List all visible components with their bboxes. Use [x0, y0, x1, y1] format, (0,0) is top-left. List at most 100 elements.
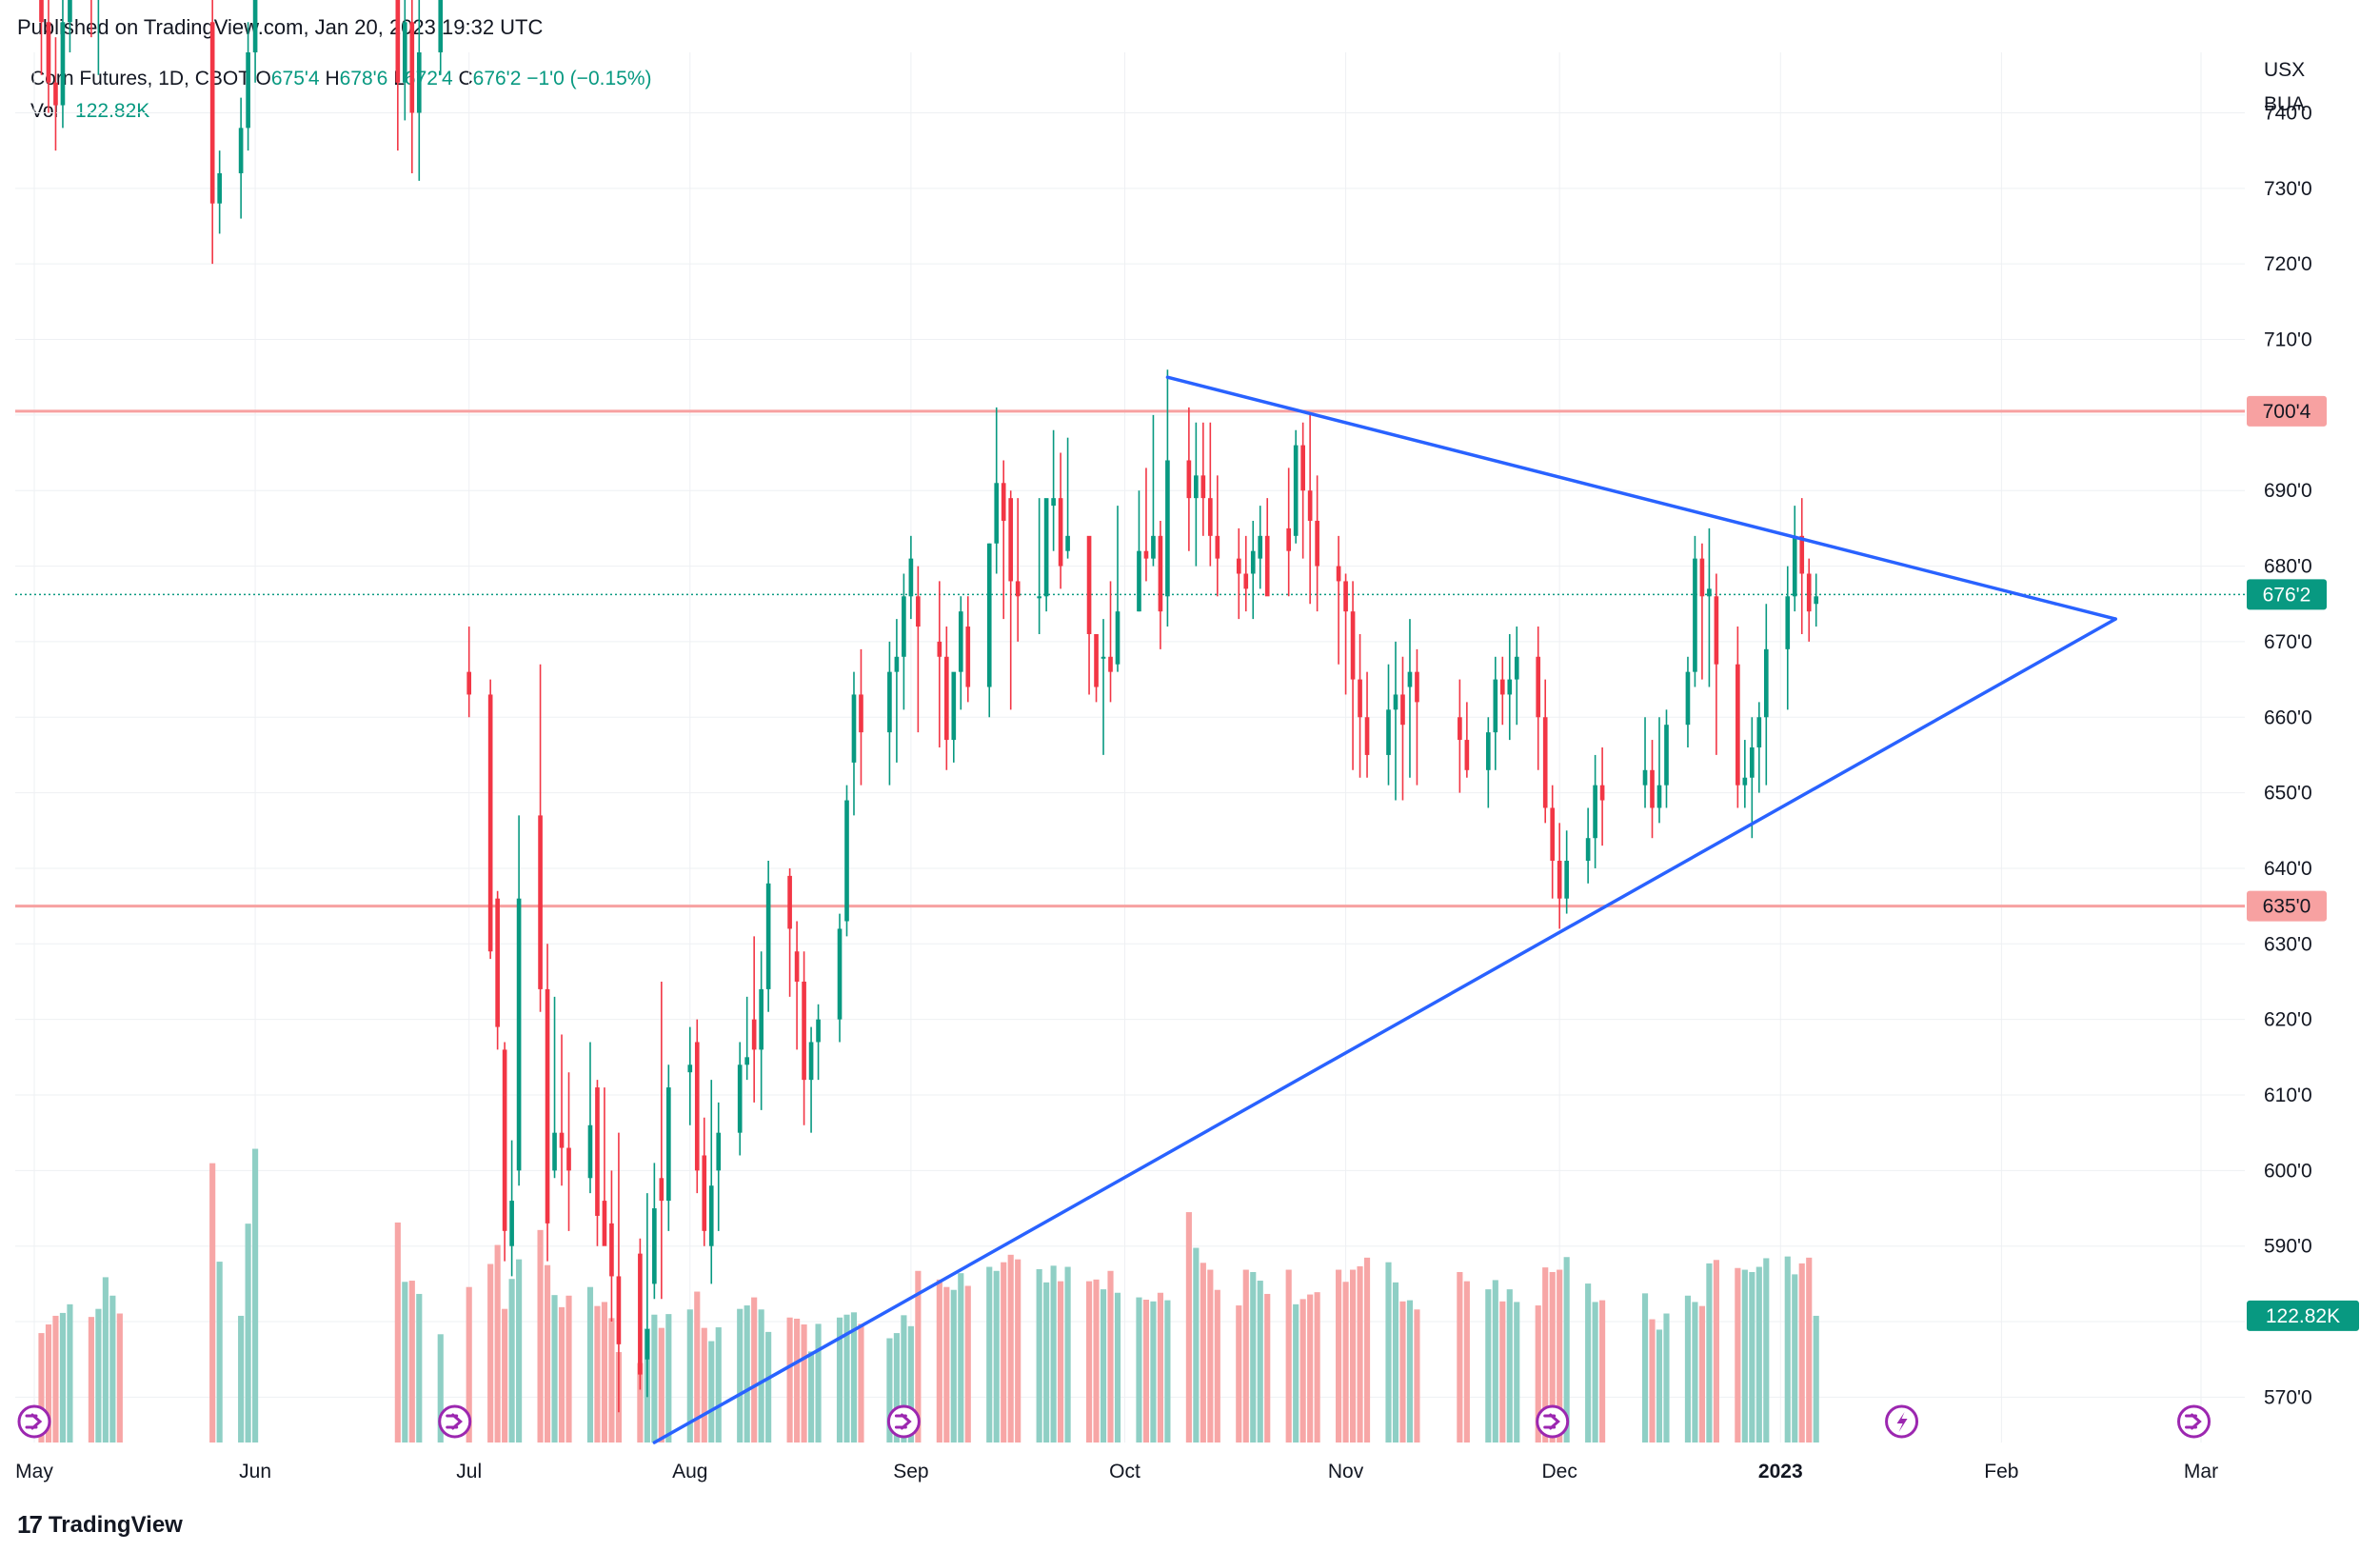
volume-bar — [1299, 1299, 1306, 1443]
volume-bar — [758, 1309, 764, 1443]
event-markers[interactable] — [17, 1404, 2211, 1439]
candle-body — [1364, 717, 1370, 755]
volume-bar — [836, 1317, 843, 1443]
candle-body — [466, 671, 472, 695]
tradingview-name: TradingView — [48, 1511, 183, 1538]
lightning-glyph — [1896, 1412, 1908, 1432]
x-tick-label: May — [15, 1461, 53, 1482]
candle-body — [1286, 527, 1292, 551]
candle-body — [837, 928, 843, 1020]
volume-bar — [1806, 1257, 1813, 1443]
candle-body — [1015, 581, 1021, 597]
candle-body — [1707, 588, 1712, 597]
candle-body — [765, 883, 771, 989]
candle-body — [751, 1019, 757, 1050]
candle-body — [1101, 656, 1106, 659]
y-tick-label: 710'0 — [2264, 329, 2312, 351]
candle-body — [1557, 861, 1562, 899]
event-marker-icon — [1885, 1404, 1919, 1439]
y-tick-label: 570'0 — [2264, 1386, 2312, 1408]
volume-bar — [1792, 1274, 1798, 1443]
candle-body — [1165, 460, 1170, 597]
candle-body — [1086, 535, 1092, 634]
high-value: 678'6 — [339, 68, 388, 90]
candle-body — [438, 0, 444, 52]
candle-body — [1350, 611, 1356, 680]
volume-bar — [1342, 1282, 1349, 1443]
y-tick-label: 640'0 — [2264, 858, 2312, 880]
volume-bar — [943, 1286, 950, 1443]
volume-bar — [1293, 1303, 1299, 1443]
candle-body — [694, 1042, 700, 1171]
volume-bar — [751, 1297, 758, 1443]
trendline — [1165, 375, 2117, 621]
candle-body — [487, 694, 493, 952]
volume-bar — [936, 1279, 942, 1443]
candle-body — [1315, 520, 1319, 567]
trendlines[interactable] — [652, 375, 2117, 1444]
candle-body — [559, 1132, 565, 1148]
volume-bar — [686, 1309, 693, 1443]
candle-body — [1514, 656, 1519, 680]
volume-bar — [708, 1341, 715, 1443]
candle-body — [1194, 475, 1199, 499]
volume-bar — [551, 1295, 558, 1443]
close-value: 676'2 — [472, 68, 522, 90]
volume-bar — [466, 1286, 472, 1443]
volume-bar — [1100, 1289, 1107, 1443]
candle-body — [545, 988, 550, 1224]
volume-bar — [850, 1312, 858, 1443]
event-marker-ring — [2177, 1404, 2211, 1439]
volume-bar — [1193, 1247, 1200, 1443]
volume-bar — [1457, 1271, 1463, 1443]
volume-label[interactable]: Vol — [30, 100, 59, 122]
volume-bar — [594, 1305, 601, 1443]
volume-bar — [858, 1323, 864, 1443]
candle-body — [965, 627, 971, 687]
y-tick-label: 660'0 — [2264, 706, 2312, 728]
volume-bar — [1599, 1300, 1606, 1443]
volume-bar — [815, 1323, 822, 1443]
volume-bar — [1549, 1271, 1556, 1443]
volume-bar — [701, 1327, 707, 1443]
volume-bar — [1684, 1295, 1692, 1443]
currency-label: USX — [2264, 59, 2306, 81]
candle-body — [859, 694, 863, 733]
candle-body — [395, 0, 401, 83]
volume-bar — [116, 1313, 123, 1443]
volume-bar — [52, 1315, 59, 1443]
candle-body — [246, 52, 250, 129]
y-tick-label: 650'0 — [2264, 783, 2312, 805]
event-marker-icon — [438, 1404, 472, 1439]
volume-bar — [1563, 1257, 1570, 1443]
volume-bar — [516, 1259, 523, 1443]
candle-body — [1200, 475, 1206, 499]
volume-bar — [544, 1264, 551, 1443]
symbol-label[interactable]: Corn Futures, 1D, CBOT — [30, 68, 250, 90]
candle-body — [516, 898, 522, 1171]
tradingview-brand[interactable]: 17 TradingView — [17, 1510, 183, 1540]
candle-body — [937, 641, 942, 657]
grid — [15, 52, 2245, 1443]
volume-bar — [1250, 1271, 1257, 1443]
volume-bar — [1142, 1300, 1150, 1443]
current-price-pill — [2247, 579, 2327, 610]
volume-bar — [437, 1334, 444, 1443]
volume-bar — [1085, 1281, 1093, 1443]
volume-bar — [737, 1308, 744, 1443]
candle-body — [587, 1124, 593, 1179]
candle-body — [1008, 498, 1014, 582]
volume-bar — [744, 1305, 750, 1443]
volume-bar — [1506, 1289, 1513, 1443]
volume-bar — [765, 1331, 772, 1443]
candle-body — [1693, 558, 1697, 672]
candle-body — [638, 1253, 643, 1375]
candle-body — [1550, 807, 1556, 862]
volume-bar — [1798, 1263, 1805, 1443]
volume-bar — [1157, 1292, 1163, 1443]
volume-bar — [1749, 1271, 1755, 1443]
candle-body — [1792, 535, 1797, 597]
candle-body — [1735, 664, 1740, 786]
price-labels: 700'4 635'0 676'2 122.82K — [2247, 395, 2359, 1331]
